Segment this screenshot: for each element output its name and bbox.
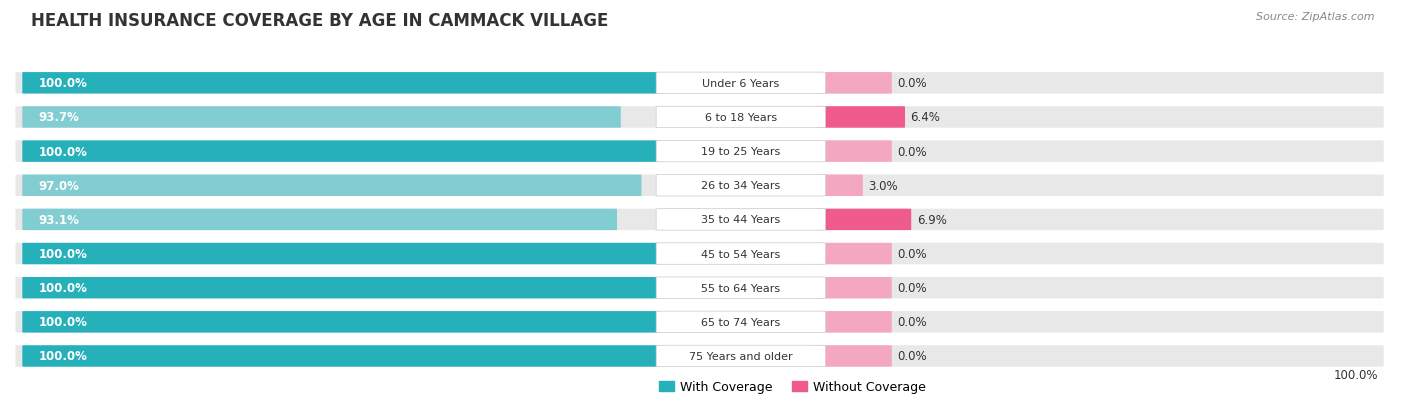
FancyBboxPatch shape <box>14 71 1385 96</box>
FancyBboxPatch shape <box>14 242 1385 266</box>
FancyBboxPatch shape <box>814 209 911 230</box>
FancyBboxPatch shape <box>814 243 891 265</box>
FancyBboxPatch shape <box>22 345 661 367</box>
FancyBboxPatch shape <box>22 277 661 299</box>
FancyBboxPatch shape <box>14 106 1385 130</box>
FancyBboxPatch shape <box>14 344 1385 368</box>
Text: 55 to 64 Years: 55 to 64 Years <box>702 283 780 293</box>
Text: 0.0%: 0.0% <box>897 282 927 294</box>
FancyBboxPatch shape <box>22 73 661 94</box>
Text: 19 to 25 Years: 19 to 25 Years <box>702 147 780 157</box>
Text: 65 to 74 Years: 65 to 74 Years <box>702 317 780 327</box>
FancyBboxPatch shape <box>814 107 905 128</box>
FancyBboxPatch shape <box>657 209 825 230</box>
Text: Source: ZipAtlas.com: Source: ZipAtlas.com <box>1257 12 1375 22</box>
FancyBboxPatch shape <box>14 140 1385 164</box>
Text: 100.0%: 100.0% <box>39 282 87 294</box>
Text: Under 6 Years: Under 6 Years <box>702 78 779 89</box>
Text: 0.0%: 0.0% <box>897 145 927 158</box>
Text: 0.0%: 0.0% <box>897 350 927 363</box>
Legend: With Coverage, Without Coverage: With Coverage, Without Coverage <box>654 375 931 399</box>
FancyBboxPatch shape <box>22 243 661 265</box>
Text: 0.0%: 0.0% <box>897 316 927 328</box>
FancyBboxPatch shape <box>814 311 891 333</box>
Text: 100.0%: 100.0% <box>39 145 87 158</box>
Text: 100.0%: 100.0% <box>1334 368 1378 381</box>
FancyBboxPatch shape <box>22 175 641 197</box>
FancyBboxPatch shape <box>814 141 891 162</box>
Text: 75 Years and older: 75 Years and older <box>689 351 793 361</box>
Text: 6.9%: 6.9% <box>917 214 946 226</box>
FancyBboxPatch shape <box>14 310 1385 334</box>
Text: 6.4%: 6.4% <box>911 111 941 124</box>
Text: 35 to 44 Years: 35 to 44 Years <box>702 215 780 225</box>
FancyBboxPatch shape <box>657 141 825 162</box>
FancyBboxPatch shape <box>22 107 621 128</box>
Text: HEALTH INSURANCE COVERAGE BY AGE IN CAMMACK VILLAGE: HEALTH INSURANCE COVERAGE BY AGE IN CAMM… <box>31 12 609 30</box>
Text: 100.0%: 100.0% <box>39 316 87 328</box>
FancyBboxPatch shape <box>814 345 891 367</box>
Text: 93.1%: 93.1% <box>39 214 80 226</box>
Text: 3.0%: 3.0% <box>869 179 898 192</box>
FancyBboxPatch shape <box>814 73 891 94</box>
FancyBboxPatch shape <box>814 277 891 299</box>
FancyBboxPatch shape <box>657 73 825 94</box>
FancyBboxPatch shape <box>657 175 825 197</box>
FancyBboxPatch shape <box>657 311 825 333</box>
Text: 0.0%: 0.0% <box>897 77 927 90</box>
FancyBboxPatch shape <box>14 276 1385 300</box>
Text: 93.7%: 93.7% <box>39 111 80 124</box>
FancyBboxPatch shape <box>22 311 661 333</box>
FancyBboxPatch shape <box>22 141 661 162</box>
Text: 100.0%: 100.0% <box>39 247 87 261</box>
FancyBboxPatch shape <box>657 277 825 299</box>
FancyBboxPatch shape <box>22 209 617 230</box>
FancyBboxPatch shape <box>814 175 863 197</box>
FancyBboxPatch shape <box>657 107 825 128</box>
Text: 45 to 54 Years: 45 to 54 Years <box>702 249 780 259</box>
FancyBboxPatch shape <box>14 208 1385 232</box>
Text: 6 to 18 Years: 6 to 18 Years <box>704 113 778 123</box>
Text: 97.0%: 97.0% <box>39 179 80 192</box>
Text: 26 to 34 Years: 26 to 34 Years <box>702 181 780 191</box>
FancyBboxPatch shape <box>657 243 825 265</box>
Text: 100.0%: 100.0% <box>39 77 87 90</box>
Text: 100.0%: 100.0% <box>39 350 87 363</box>
FancyBboxPatch shape <box>657 345 825 367</box>
Text: 0.0%: 0.0% <box>897 247 927 261</box>
FancyBboxPatch shape <box>14 174 1385 198</box>
